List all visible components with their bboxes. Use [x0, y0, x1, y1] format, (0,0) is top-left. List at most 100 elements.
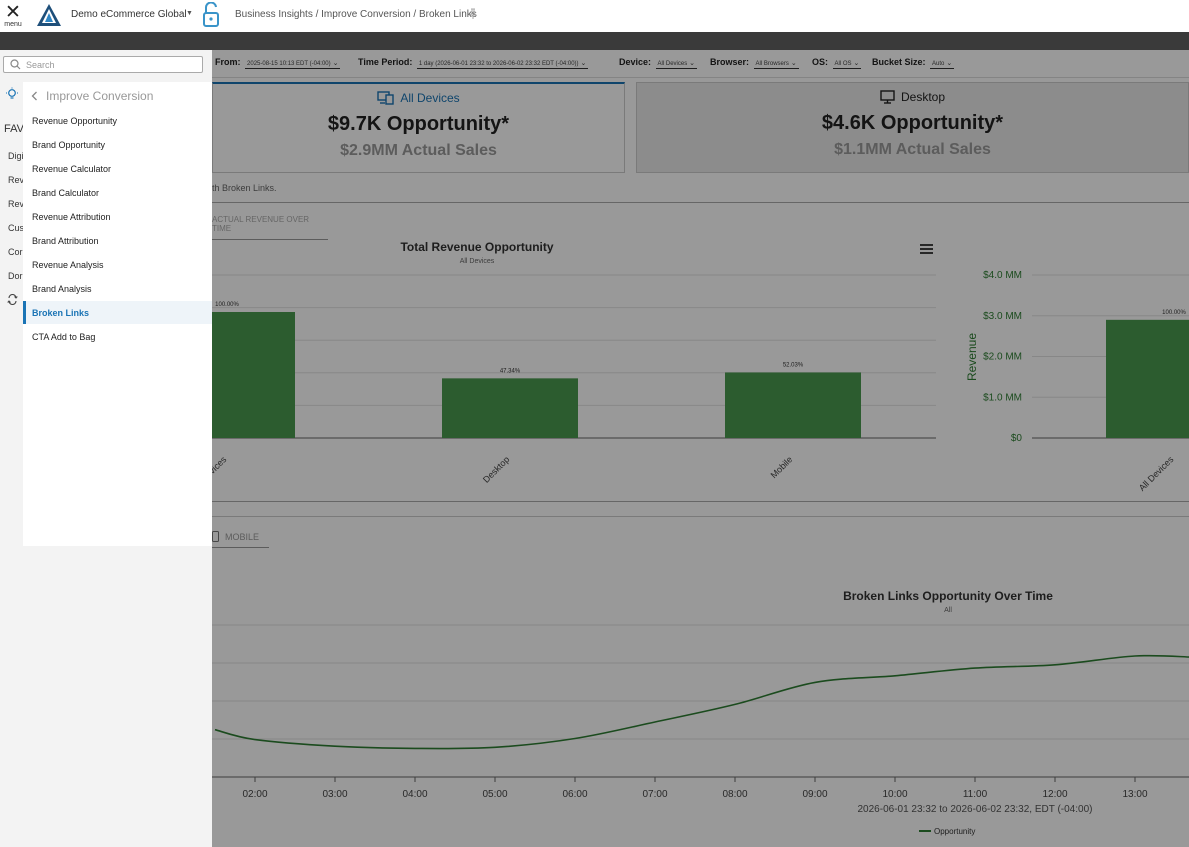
description-text: th Broken Links.: [212, 183, 277, 193]
filter-os[interactable]: OS: All OS: [812, 57, 862, 69]
y-tick-label: $0: [1011, 433, 1023, 444]
filter-device[interactable]: Device: All Devices: [619, 57, 698, 69]
menu-button[interactable]: ✕ menu: [2, 1, 24, 30]
period-label: Time Period:: [358, 57, 413, 67]
y-tick-label: $2.0 MM: [983, 352, 1022, 363]
bar: [442, 378, 578, 438]
drawer-section-title: Improve Conversion: [46, 89, 154, 103]
company-logo: [37, 4, 61, 26]
x-tick-label: 03:00: [322, 789, 347, 800]
y-axis-title: Revenue: [965, 333, 979, 381]
device-select[interactable]: All Devices: [655, 59, 698, 69]
drawer-item-brand-opportunity[interactable]: Brand Opportunity: [32, 140, 106, 150]
filter-browser[interactable]: Browser: All Browsers: [710, 57, 799, 69]
x-tick-label: 04:00: [402, 789, 427, 800]
card-title: All Devices: [400, 91, 460, 105]
rail-item[interactable]: Cus: [8, 223, 25, 233]
x-tick-label: Mobile: [769, 454, 795, 480]
sync-icon[interactable]: [7, 294, 18, 305]
x-tick-label: 08:00: [722, 789, 747, 800]
chart-menu-button[interactable]: [920, 244, 933, 256]
tab-actual-revenue-over-time[interactable]: ACTUAL REVENUE OVER TIME: [212, 215, 328, 240]
os-select[interactable]: All OS: [832, 59, 862, 69]
drawer-item-revenue-opportunity[interactable]: Revenue Opportunity: [32, 116, 118, 126]
chart-subtitle: All: [944, 607, 952, 614]
x-tick-label: 11:00: [963, 789, 988, 800]
x-tick-label: All Devices: [1137, 454, 1176, 493]
tab-label: MOBILE: [225, 531, 260, 542]
lightbulb-icon[interactable]: [5, 87, 19, 101]
opportunity-value: $4.6K Opportunity*: [821, 112, 1004, 134]
drawer-item-broken-links[interactable]: Broken Links: [23, 301, 212, 324]
org-dropdown-icon[interactable]: ▼: [186, 10, 193, 17]
data-label: 100.00%: [215, 302, 239, 308]
header-strip: [0, 32, 1189, 50]
filter-from[interactable]: From: 2025-08-15 10:13 EDT (-04:00): [215, 57, 341, 69]
drawer-item-brand-attribution[interactable]: Brand Attribution: [32, 236, 99, 246]
y-tick-label: $4.0 MM: [983, 270, 1022, 281]
org-name[interactable]: Demo eCommerce Global: [71, 9, 187, 20]
bar: [725, 372, 861, 438]
rail-item[interactable]: Rev: [8, 175, 25, 185]
opportunity-over-time-chart: 02:00 03:00 04:00 05:00 06:00 07:00 08:00 09:00…: [212, 624, 1189, 836]
mobile-icon: [212, 531, 219, 542]
opportunity-value: $9.7K Opportunity*: [327, 113, 510, 135]
from-select[interactable]: 2025-08-15 10:13 EDT (-04:00): [245, 59, 341, 69]
search-icon: [10, 59, 21, 70]
drawer-item-brand-calculator[interactable]: Brand Calculator: [32, 188, 100, 198]
favorites-heading: FAV: [4, 123, 24, 135]
chart-title: Total Revenue Opportunity: [400, 240, 554, 254]
drawer-item-revenue-analysis[interactable]: Revenue Analysis: [32, 260, 104, 270]
x-tick-label: 09:00: [802, 789, 827, 800]
drawer-item-revenue-attribution[interactable]: Revenue Attribution: [32, 212, 111, 222]
filter-bar: From: 2025-08-15 10:13 EDT (-04:00) Time…: [212, 50, 1189, 78]
divider: [212, 501, 1189, 502]
y-tick-label: $3.0 MM: [983, 311, 1022, 322]
x-tick-label: 10:00: [882, 789, 907, 800]
unlock-icon[interactable]: [202, 2, 220, 28]
close-icon: ✕: [5, 1, 21, 23]
divider: [212, 202, 1189, 203]
search-input[interactable]: [26, 58, 196, 71]
pin-icon[interactable]: [468, 8, 478, 20]
device-label: Device:: [619, 57, 652, 67]
rail-item[interactable]: Digi: [8, 151, 24, 161]
drawer-item-brand-analysis[interactable]: Brand Analysis: [32, 284, 92, 294]
x-tick-label: 07:00: [642, 789, 667, 800]
rail-item[interactable]: Cor: [8, 247, 23, 257]
search-box[interactable]: [3, 56, 203, 73]
actual-sales-value: $2.9MM Actual Sales: [340, 142, 497, 159]
breadcrumb: Business Insights / Improve Conversion /…: [235, 9, 477, 20]
series-line: [214, 654, 1189, 750]
drawer-item-revenue-calculator[interactable]: Revenue Calculator: [32, 164, 112, 174]
card-desktop[interactable]: Desktop $4.6K Opportunity* $1.1MM Actual…: [636, 82, 1189, 173]
card-title: Desktop: [900, 90, 946, 104]
actual-sales-value: $1.1MM Actual Sales: [834, 141, 991, 158]
drawer-item-cta-add-to-bag[interactable]: CTA Add to Bag: [32, 332, 96, 342]
bucket-select[interactable]: Auto: [930, 59, 955, 69]
chart-title: Broken Links Opportunity Over Time: [843, 589, 1053, 603]
revenue-chart: $0 $1.0 MM $2.0 MM $3.0 MM $4.0 MM Revenue 100…: [965, 270, 1189, 493]
rail-item[interactable]: Dor: [8, 271, 23, 281]
navigation-drawer: Improve Conversion Revenue Opportunity Br…: [23, 82, 212, 546]
card-all-devices[interactable]: All Devices $9.7K Opportunity* $2.9MM Ac…: [212, 82, 625, 173]
data-label: 52.03%: [783, 362, 804, 368]
filter-bucket[interactable]: Bucket Size: Auto: [872, 57, 955, 69]
rail-item[interactable]: Rev: [8, 199, 25, 209]
menu-label: menu: [4, 21, 22, 28]
data-label: 47.34%: [500, 368, 521, 374]
browser-label: Browser:: [710, 57, 750, 67]
chevron-left-icon: [31, 91, 37, 101]
x-axis-title: 2026-06-01 23:32 to 2026-06-02 23:32, ED…: [858, 804, 1093, 815]
tab-mobile[interactable]: MOBILE: [212, 529, 269, 548]
divider: [212, 516, 1189, 517]
back-to-section[interactable]: Improve Conversion: [31, 89, 153, 103]
browser-select[interactable]: All Browsers: [753, 59, 799, 69]
period-select[interactable]: 1 day (2026-06-01 23:32 to 2026-06-02 23…: [416, 59, 589, 69]
filter-period[interactable]: Time Period: 1 day (2026-06-01 23:32 to …: [358, 57, 589, 69]
legend-label: Opportunity: [934, 827, 975, 836]
x-tick-label: Desktop: [481, 454, 511, 484]
x-tick-label: 02:00: [242, 789, 267, 800]
bucket-label: Bucket Size:: [872, 57, 926, 67]
